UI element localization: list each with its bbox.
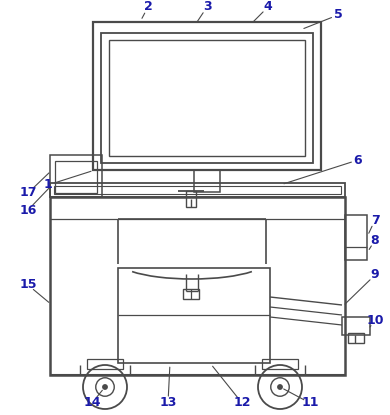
Text: 3: 3 (203, 0, 211, 14)
Bar (55, 161, 97, 193)
Bar (345, 215, 367, 260)
Text: 5: 5 (333, 8, 342, 22)
Text: 9: 9 (370, 269, 379, 281)
Bar (109, 40, 305, 156)
Text: 17: 17 (19, 186, 37, 200)
Bar (50, 155, 102, 197)
Bar (50, 197, 345, 375)
Bar (186, 191, 196, 207)
Text: 14: 14 (83, 396, 101, 410)
Text: 12: 12 (233, 396, 251, 410)
Bar (342, 317, 370, 335)
Text: 10: 10 (366, 313, 384, 327)
Text: 13: 13 (159, 396, 177, 410)
Bar (348, 333, 364, 343)
Text: 16: 16 (20, 203, 37, 217)
Text: 15: 15 (19, 278, 37, 291)
Bar (118, 268, 270, 363)
Circle shape (278, 385, 282, 389)
Text: 4: 4 (264, 0, 272, 14)
Bar (183, 289, 199, 299)
Bar (194, 170, 220, 192)
Text: 6: 6 (354, 154, 362, 166)
Bar (93, 22, 321, 170)
Bar (87, 359, 123, 369)
Bar (50, 183, 345, 197)
Text: 2: 2 (144, 0, 152, 14)
Text: 7: 7 (370, 213, 379, 227)
Circle shape (103, 385, 107, 389)
Bar (101, 33, 313, 163)
Bar (262, 359, 298, 369)
Text: 11: 11 (301, 396, 319, 410)
Text: 1: 1 (44, 178, 52, 191)
Text: 8: 8 (370, 234, 379, 247)
Bar (54, 186, 341, 194)
